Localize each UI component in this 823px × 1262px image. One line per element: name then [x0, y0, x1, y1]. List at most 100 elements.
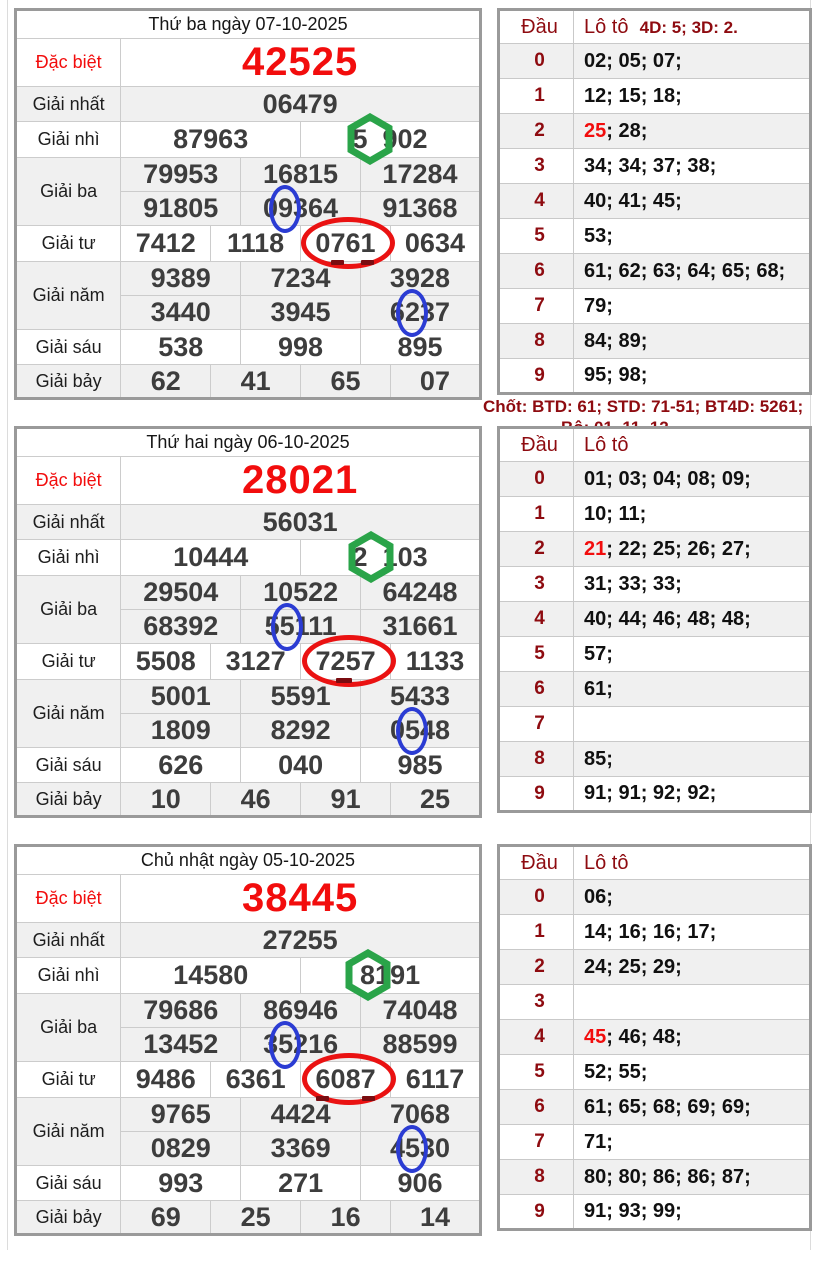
prize-label: Giải bảy	[14, 1200, 122, 1235]
dau-digit: 1	[498, 78, 574, 114]
dau-digit: 3	[498, 148, 574, 184]
prize-number: 5591	[240, 679, 362, 714]
prize-number: 25	[390, 782, 481, 817]
prize-number: 0634	[389, 225, 482, 262]
loto-values: 71;	[573, 1124, 811, 1160]
loto-values: 02; 05; 07;	[573, 43, 811, 79]
dau-digit: 5	[498, 636, 574, 672]
lottery-results-page: Thứ ba ngày 07-10-2025 Đặc biệt 42525 Giả…	[14, 8, 823, 1262]
prize-number: 07	[389, 364, 482, 399]
dau-digit: 6	[498, 1089, 574, 1125]
prize-number: 3440	[120, 295, 242, 330]
prize-label: Giải năm	[14, 261, 122, 330]
date-title: Thứ ba ngày 07-10-2025	[15, 9, 481, 39]
prize-number: 41	[210, 364, 302, 399]
prize-number: 3928	[359, 261, 482, 296]
prize-label: Giải tư	[14, 1061, 122, 1098]
prize-number: 91805	[120, 191, 242, 226]
dau-digit: 5	[498, 218, 574, 254]
prize-number: 7257	[300, 635, 396, 687]
dau-digit: 7	[498, 288, 574, 324]
prize-number: 6117	[390, 1061, 481, 1098]
prize-number: 65	[300, 364, 391, 399]
loto-values	[573, 706, 811, 742]
prize-number: 29504	[120, 575, 242, 610]
loto-values: 21; 22; 25; 26; 27;	[573, 531, 811, 567]
result-table: Thứ hai ngày 06-10-2025 Đặc biệt 28021 Gi…	[14, 426, 482, 818]
prize-label: Giải năm	[14, 679, 122, 748]
loto-values: 80; 80; 86; 86; 87;	[573, 1159, 811, 1195]
prize-label: Giải nhì	[14, 539, 122, 576]
prize-label: Đặc biệt	[14, 874, 122, 923]
prize-number: 13452	[120, 1027, 242, 1062]
dau-digit: 0	[498, 43, 574, 79]
dau-column: Đầu Lô tô 0 01; 03; 04; 08; 09; 1 10; 11; 2…	[497, 426, 823, 813]
loto-values: 40; 44; 46; 48; 48;	[573, 601, 811, 637]
prize-number: 8292	[240, 713, 362, 748]
loto-values: 06;	[573, 879, 811, 915]
dau-digit: 1	[498, 914, 574, 950]
prize-number: 1118	[210, 225, 302, 262]
prize-number: 271	[240, 1165, 362, 1201]
prize-number: 17284	[359, 157, 482, 192]
prize-number: 91368	[359, 191, 482, 226]
result-table: Thứ ba ngày 07-10-2025 Đặc biệt 42525 Giả…	[14, 8, 482, 400]
dau-digit: 4	[498, 1019, 574, 1055]
prize-number: 9765	[120, 1097, 242, 1132]
prize-number: 64248	[360, 575, 481, 610]
prize-number: 14580	[120, 957, 302, 994]
loto-values: 31; 33; 33;	[573, 566, 811, 602]
prize-label: Giải tư	[14, 225, 122, 262]
prize-number: 86946	[240, 993, 362, 1028]
prize-label: Giải ba	[14, 993, 122, 1062]
dau-digit: 5	[498, 1054, 574, 1090]
loto-values: 45; 46; 48;	[573, 1019, 811, 1055]
prize-number: 25	[210, 1200, 302, 1235]
prize-number: 79686	[120, 993, 242, 1028]
prize-label: Giải bảy	[14, 782, 122, 817]
prize-number: 3945	[240, 295, 361, 330]
loto-values: 85;	[573, 741, 811, 777]
dau-digit: 8	[498, 323, 574, 359]
loto-values: 91; 93; 99;	[573, 1194, 811, 1230]
prize-number: 985	[360, 747, 481, 783]
prize-number: 7234	[240, 261, 361, 296]
loto-values: 52; 55;	[573, 1054, 811, 1090]
loto-values: 40; 41; 45;	[573, 183, 811, 219]
prize-number: 5433	[360, 679, 481, 714]
prize-number: 6237	[359, 289, 482, 337]
prize-number: 91	[300, 782, 392, 817]
prize-number: 5508	[120, 643, 212, 680]
dau-table: Đầu Lô tô 4D: 5; 3D: 2. 0 02; 05; 07; 1 12;…	[497, 8, 812, 395]
prize-number: 10522	[240, 575, 362, 610]
prize-number: 16	[300, 1200, 392, 1235]
prize-number: 6361	[210, 1061, 302, 1098]
prize-label: Giải nhất	[14, 86, 122, 122]
dau-digit: 6	[498, 671, 574, 707]
loto-header: Lô tô	[573, 845, 811, 880]
loto-values: 79;	[573, 288, 811, 324]
loto-values: 91; 91; 92; 92;	[573, 776, 811, 812]
loto-values: 14; 16; 16; 17;	[573, 914, 811, 950]
dau-digit: 2	[498, 113, 574, 149]
loto-values: 61; 62; 63; 64; 65; 68;	[573, 253, 811, 289]
page-left-border	[7, 0, 8, 1250]
dau-digit: 7	[498, 1124, 574, 1160]
prize-number: 538	[120, 329, 242, 365]
prize-number: 9486	[120, 1061, 212, 1098]
prize-number: 8191	[300, 949, 481, 1001]
prize-label: Giải tư	[14, 643, 122, 680]
date-title: Thứ hai ngày 06-10-2025	[15, 427, 481, 457]
dau-table: Đầu Lô tô 0 01; 03; 04; 08; 09; 1 10; 11; 2…	[497, 426, 812, 813]
loto-values: 95; 98;	[573, 358, 811, 394]
prize-label: Giải nhì	[14, 957, 122, 994]
prize-label: Giải nhì	[14, 121, 122, 158]
dau-column: Đầu Lô tô 0 06; 1 14; 16; 16; 17; 2 24; 25; …	[497, 844, 823, 1231]
prize-number: 55111	[240, 603, 362, 651]
dau-header: Đầu	[498, 9, 574, 44]
dau-digit: 4	[498, 601, 574, 637]
prize-number: 10	[120, 782, 212, 817]
prize-number: 998	[240, 329, 361, 365]
loto-values: 57;	[573, 636, 811, 672]
prize-number: 87963	[120, 121, 302, 158]
